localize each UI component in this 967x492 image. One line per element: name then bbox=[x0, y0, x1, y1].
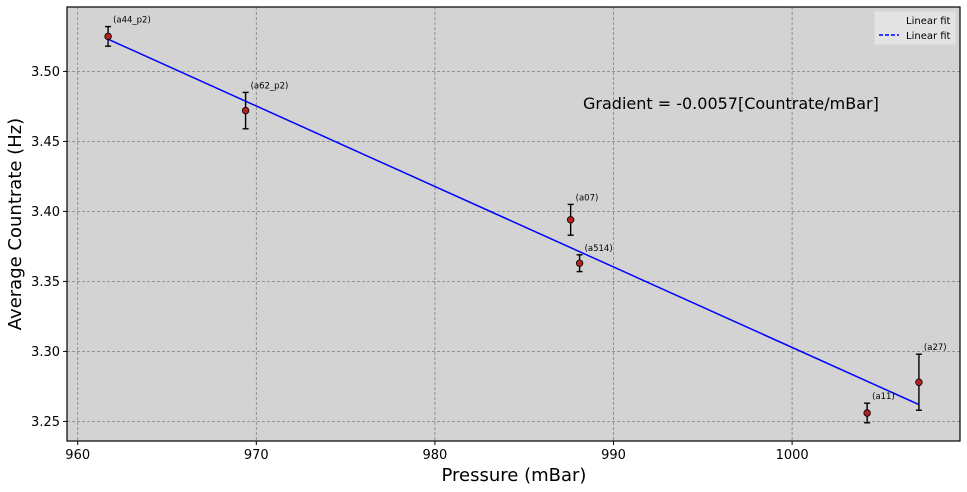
data-point-label: (a11) bbox=[872, 392, 895, 402]
x-axis-title: Pressure (mBar) bbox=[442, 465, 587, 486]
ticks-layer: 960 970 980 990 1000 3.25 3.30 3.35 3.40 3.45 3.50 bbox=[31, 65, 809, 463]
y-tick-label: 3.35 bbox=[31, 275, 60, 290]
y-tick-label: 3.30 bbox=[31, 345, 60, 360]
y-tick-label: 3.45 bbox=[31, 135, 60, 150]
legend-entry-1: Linear fit bbox=[906, 16, 951, 27]
data-point-label: (a44_p2) bbox=[113, 16, 151, 26]
data-point bbox=[863, 409, 871, 417]
data-point-label: (a07) bbox=[576, 193, 599, 203]
legend: Linear fit Linear fit bbox=[874, 11, 956, 45]
plot-frame bbox=[66, 6, 961, 442]
data-points-layer: (a44_p2) (a62_p2) (a07) (a514) (a11) (a27) bbox=[104, 16, 947, 424]
x-tick-label: 1000 bbox=[776, 448, 809, 463]
fit-line-layer bbox=[107, 38, 920, 406]
y-axis-title: Average Countrate (Hz) bbox=[5, 118, 26, 330]
data-point bbox=[104, 32, 112, 41]
x-tick-label: 960 bbox=[65, 448, 90, 463]
x-tick-label: 980 bbox=[423, 448, 448, 463]
x-tick-label: 970 bbox=[244, 448, 269, 463]
legend-box bbox=[874, 11, 956, 45]
data-point bbox=[575, 259, 584, 267]
plot-background bbox=[67, 7, 960, 441]
data-point bbox=[915, 378, 923, 386]
y-tick-label: 3.25 bbox=[31, 415, 60, 430]
data-point-label: (a27) bbox=[924, 343, 947, 353]
grid bbox=[67, 7, 960, 441]
legend-entry-2: Linear fit bbox=[906, 31, 951, 42]
gradient-annotation: Gradient = -0.0057[Countrate/mBar] bbox=[583, 94, 879, 113]
linear-fit-line bbox=[107, 38, 920, 406]
data-point-label: (a62_p2) bbox=[251, 81, 289, 91]
data-point bbox=[566, 216, 575, 224]
x-tick-label: 990 bbox=[601, 448, 626, 463]
data-point-label: (a514) bbox=[585, 244, 613, 254]
y-tick-label: 3.40 bbox=[31, 205, 60, 220]
data-point bbox=[241, 106, 250, 115]
y-tick-label: 3.50 bbox=[31, 65, 60, 80]
